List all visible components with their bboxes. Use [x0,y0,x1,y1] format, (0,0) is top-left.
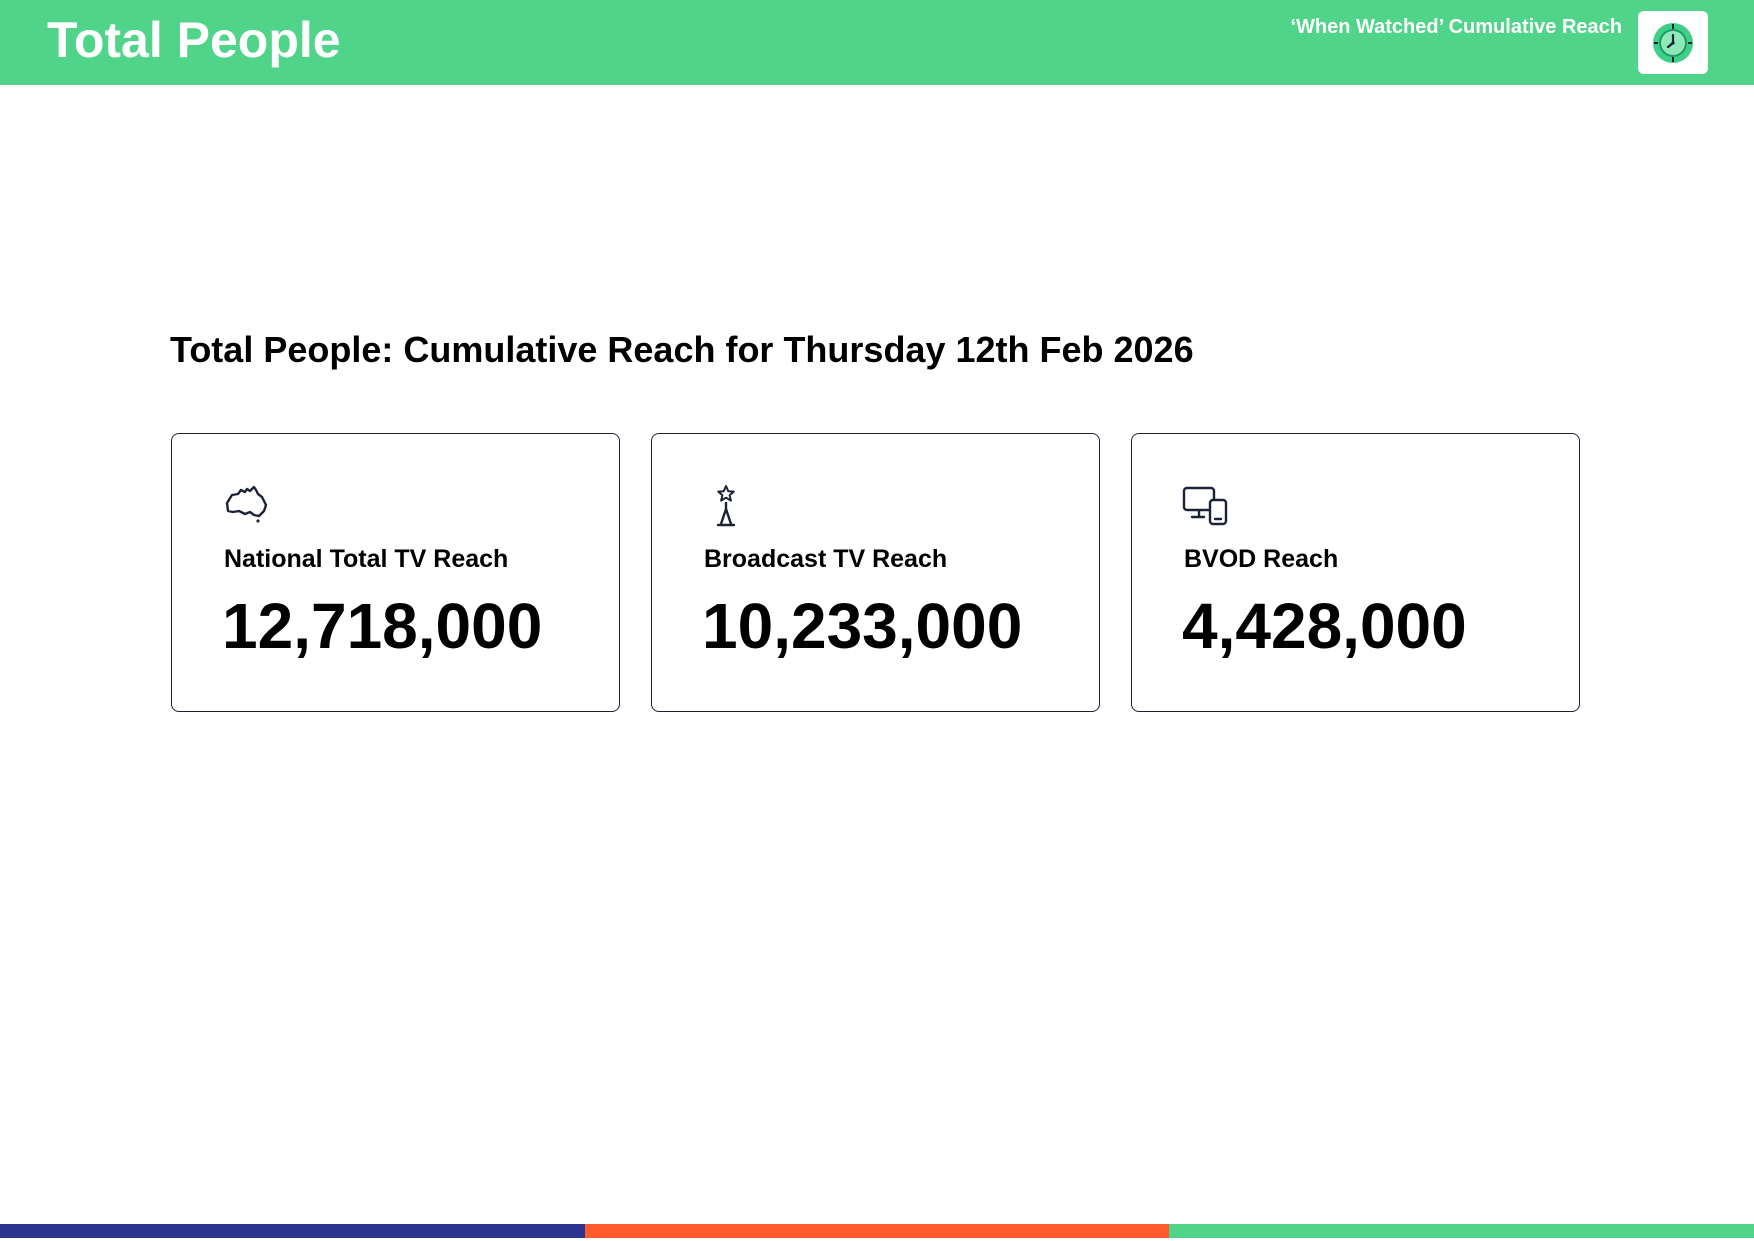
card-value: 10,233,000 [702,590,1023,662]
devices-icon [1182,486,1228,526]
bvod-reach-card: BVOD Reach 4,428,000 [1131,433,1580,712]
card-value: 4,428,000 [1182,590,1467,662]
report-title: Total People: Cumulative Reach for Thurs… [170,329,1194,370]
logo-badge [1638,11,1708,74]
broadcast-tower-icon [716,485,736,527]
footer-segment-orange [584,1224,1170,1238]
card-label: Broadcast TV Reach [704,545,948,573]
broadcast-tv-reach-card: Broadcast TV Reach 10,233,000 [651,433,1100,712]
national-total-tv-reach-card: National Total TV Reach 12,718,000 [171,433,620,712]
card-label: National Total TV Reach [224,545,509,573]
card-label: BVOD Reach [1184,545,1339,573]
header-bar: Total People ‘When Watched’ Cumulative R… [0,0,1754,85]
page-title: Total People [47,12,341,68]
footer-segment-navy [0,1224,585,1238]
australia-map-icon [225,485,268,523]
card-value: 12,718,000 [222,590,543,662]
header-subtitle: ‘When Watched’ Cumulative Reach [1290,16,1622,38]
footer-color-bar [0,1224,1754,1238]
clock-logo-icon [1653,22,1693,63]
footer-segment-green [1169,1224,1754,1238]
